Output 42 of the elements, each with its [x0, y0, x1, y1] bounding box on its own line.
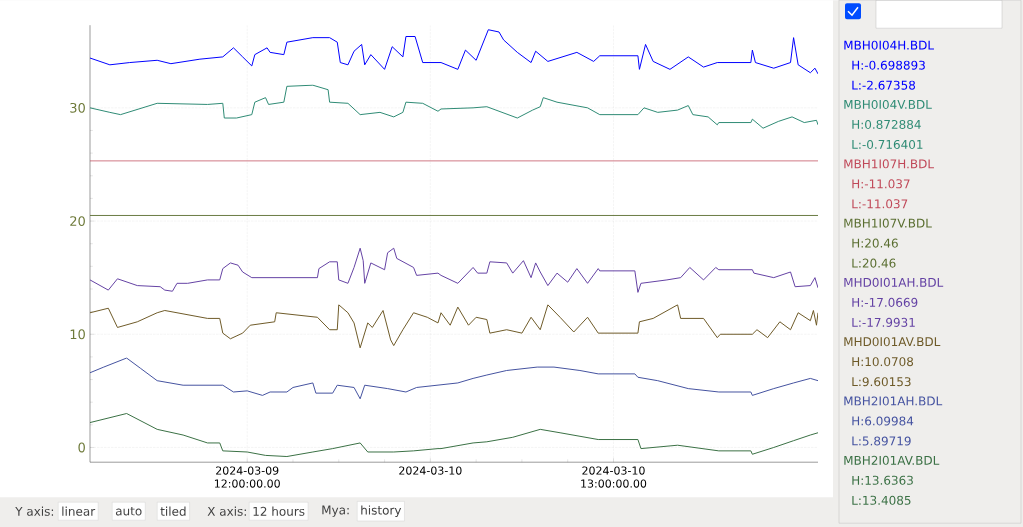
text: MHD0I01AH.BDL: [844, 277, 944, 287]
text: X axis:: [207, 506, 246, 516]
y-tick-label: 20: [70, 216, 85, 226]
text: Y axis:: [15, 506, 54, 516]
line-series: [90, 247, 818, 293]
y-tick-label: 30: [70, 102, 85, 113]
text: 12 hours: [253, 506, 305, 516]
text: history: [361, 505, 402, 517]
text: L:13.4085: [852, 495, 911, 505]
text: L:5.89719: [852, 436, 911, 446]
text: MBH2I01AV.BDL: [844, 455, 940, 465]
text: H:-0.698893: [852, 60, 925, 70]
text: H:20.46: [852, 238, 898, 248]
text: MHD0I01AV.BDL: [844, 337, 941, 347]
text: L:-17.9931: [852, 317, 915, 327]
x-tick-label: 2024-03-10 13:00:00.00: [581, 466, 647, 488]
text: H:0.872884: [852, 119, 921, 129]
text: tiled: [160, 506, 186, 516]
text: H:-11.037: [852, 179, 910, 189]
y-tick-label: 10: [70, 329, 85, 340]
text: L:-2.67358: [852, 80, 916, 90]
line-series: [90, 412, 818, 457]
text: MBH1I07V.BDL: [844, 218, 932, 228]
text: H:13.6363: [852, 475, 913, 485]
y-tick-label: 0: [78, 442, 85, 453]
text: MBH2I01AH.BDL: [844, 396, 943, 406]
text: Mya:: [322, 505, 349, 517]
text: linear: [62, 506, 96, 516]
text: L:20.46: [852, 258, 896, 268]
text: MBH1I07H.BDL: [844, 159, 934, 169]
text: H:-17.0669: [852, 297, 918, 307]
text: H:6.09984: [852, 416, 914, 426]
text: L:9.60153: [852, 377, 911, 387]
x-tick-label: 2024-03-09 12:00:00.00: [214, 466, 280, 488]
text: L:-0.716401: [852, 139, 923, 149]
text: MBH0I04H.BDL: [844, 40, 934, 50]
text: L:-11.037: [852, 199, 908, 209]
text: H:10.0708: [852, 357, 914, 367]
text: auto: [115, 506, 142, 516]
line-series: [90, 84, 818, 129]
text: MBH0I04V.BDL: [844, 99, 932, 109]
x-tick-label: 2024-03-10: [399, 466, 462, 475]
